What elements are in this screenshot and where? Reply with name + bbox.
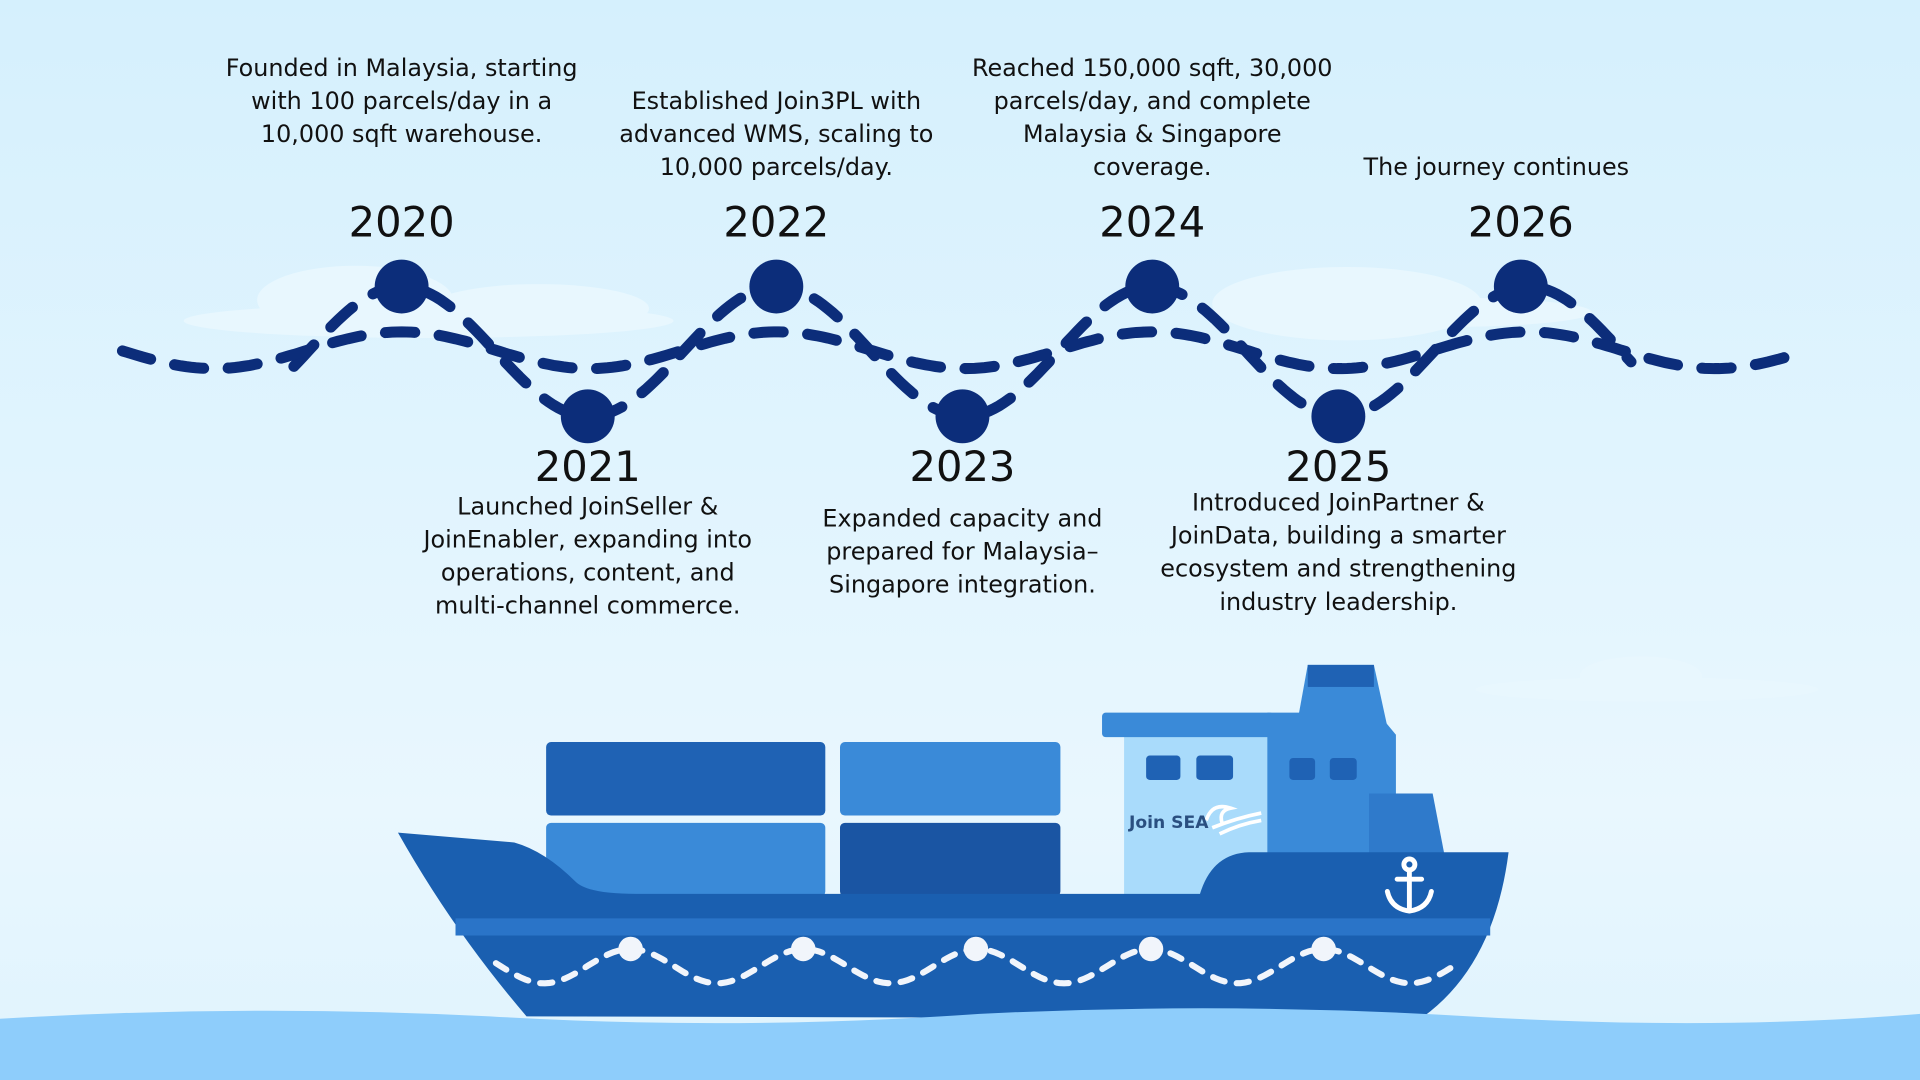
container bbox=[840, 742, 1061, 816]
milestone-description-2026: The journey continues bbox=[1363, 153, 1630, 182]
hull-decoration-dot bbox=[1311, 936, 1336, 962]
anchor-icon bbox=[1384, 856, 1434, 914]
year-label-2026: 2026 bbox=[1467, 198, 1574, 248]
timeline-node-2025 bbox=[1311, 389, 1366, 444]
timeline-node-2024 bbox=[1125, 259, 1180, 314]
container bbox=[546, 822, 826, 897]
year-label-2023: 2023 bbox=[909, 443, 1016, 493]
milestone-description-2021: Launched JoinSeller & JoinEnabler, expan… bbox=[423, 492, 752, 620]
timeline-node-2020 bbox=[374, 259, 429, 314]
timeline-node-2021 bbox=[560, 389, 615, 444]
milestone-description-2020: Founded in Malaysia, starting with 100 p… bbox=[225, 53, 578, 149]
milestone-description-2024: Reached 150,000 sqft, 30,000 parcels/day… bbox=[971, 53, 1333, 182]
timeline-node-2023 bbox=[935, 389, 990, 444]
milestone-description-2022: Established Join3PL with advanced WMS, s… bbox=[619, 86, 934, 182]
container bbox=[840, 822, 1061, 897]
timeline-node-2022 bbox=[749, 259, 804, 314]
timeline-path-minor bbox=[116, 326, 1804, 375]
hull-decoration-dot bbox=[963, 936, 989, 962]
water bbox=[0, 1008, 1920, 1080]
hull-decoration-dot bbox=[791, 936, 816, 962]
cargo-ship bbox=[397, 664, 1509, 1019]
container bbox=[546, 742, 826, 816]
ship-brand-label: Join SEA bbox=[1128, 813, 1209, 833]
milestone-description-2023: Expanded capacity and prepared for Malay… bbox=[822, 504, 1103, 599]
year-label-2022: 2022 bbox=[723, 198, 830, 248]
year-label-2025: 2025 bbox=[1285, 443, 1392, 493]
timeline-node-2026 bbox=[1493, 259, 1548, 314]
hull-decoration-dot bbox=[618, 936, 643, 962]
year-label-2020: 2020 bbox=[348, 198, 455, 248]
year-label-2024: 2024 bbox=[1099, 198, 1206, 248]
clouds bbox=[183, 265, 1819, 702]
hull-decoration-dot bbox=[1138, 936, 1164, 962]
milestone-description-2025: Introduced JoinPartner & JoinData, build… bbox=[1160, 488, 1517, 616]
year-label-2021: 2021 bbox=[534, 443, 641, 493]
